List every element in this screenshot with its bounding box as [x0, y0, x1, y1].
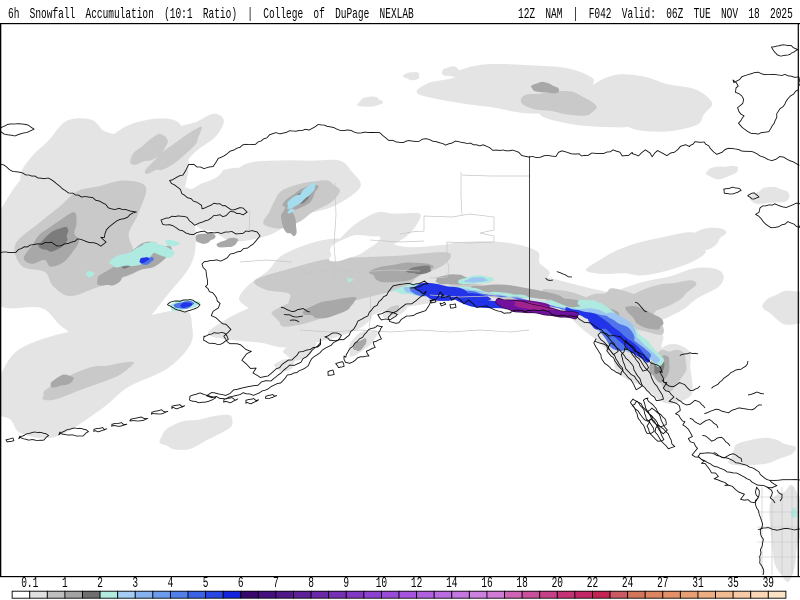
svg-text:1: 1	[62, 575, 68, 591]
svg-text:10: 10	[376, 575, 387, 591]
svg-text:16: 16	[481, 575, 492, 591]
svg-text:2: 2	[97, 575, 103, 591]
svg-text:12Z NAM | F042 Valid: 06Z TUE: 12Z NAM | F042 Valid: 06Z TUE NOV 18 202…	[518, 6, 793, 22]
svg-text:22: 22	[587, 575, 598, 591]
svg-text:20: 20	[552, 575, 563, 591]
svg-text:12: 12	[411, 575, 422, 591]
svg-text:3: 3	[132, 575, 138, 591]
svg-text:24: 24	[622, 575, 633, 591]
svg-text:6h Snowfall Accumulation (10:1: 6h Snowfall Accumulation (10:1 Ratio) | …	[8, 6, 414, 22]
svg-text:7: 7	[273, 575, 279, 591]
svg-text:6: 6	[238, 575, 244, 591]
svg-text:5: 5	[203, 575, 209, 591]
svg-text:27: 27	[657, 575, 668, 591]
svg-text:31: 31	[692, 575, 703, 591]
svg-text:39: 39	[763, 575, 774, 591]
svg-text:8: 8	[308, 575, 314, 591]
svg-text:35: 35	[727, 575, 738, 591]
svg-text:0.1: 0.1	[21, 575, 38, 591]
svg-text:9: 9	[343, 575, 349, 591]
svg-text:4: 4	[168, 575, 174, 591]
svg-text:18: 18	[516, 575, 527, 591]
svg-text:14: 14	[446, 575, 457, 591]
